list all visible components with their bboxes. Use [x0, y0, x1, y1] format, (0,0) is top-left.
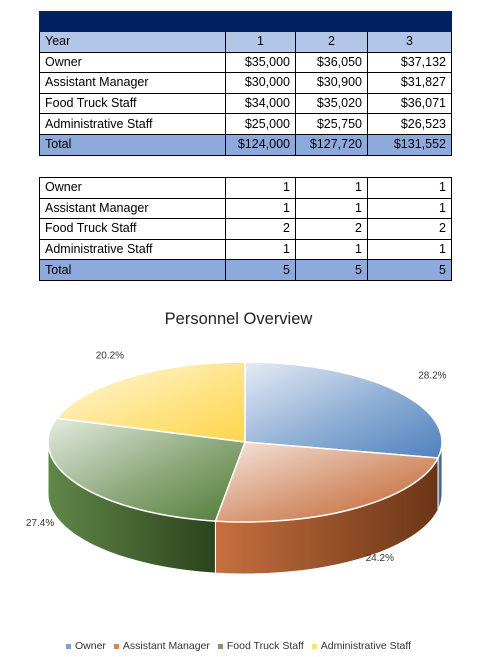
- table-cell: 1: [295, 177, 368, 199]
- table-title-band: [39, 11, 452, 32]
- legend-label: Owner: [74, 640, 106, 652]
- table-cell: $131,552: [367, 133, 452, 156]
- table-cell: $36,050: [295, 51, 368, 74]
- table-row: Administrative Staff 1 1 1: [39, 238, 452, 261]
- header-cell: Year: [39, 31, 226, 53]
- table-cell: 1: [225, 177, 296, 199]
- pie-slice-food-truck-staff: [47, 417, 247, 522]
- row-label: Administrative Staff: [39, 113, 226, 135]
- table-cell: $35,020: [295, 92, 368, 115]
- table-row: Assistant Manager $30,000 $30,900 $31,82…: [39, 72, 452, 94]
- table-row: Food Truck Staff $34,000 $35,020 $36,071: [39, 92, 452, 115]
- legend-swatch: [113, 643, 119, 649]
- data-label-administrative-staff: 20.2%: [96, 350, 124, 361]
- header-cell: 2: [295, 31, 368, 53]
- table-cell: $25,750: [295, 113, 368, 135]
- table-cell: $124,000: [225, 133, 296, 156]
- table-row: Owner $35,000 $36,050 $37,132: [39, 51, 452, 74]
- table-cell: 1: [295, 238, 368, 261]
- legend-item-owner: Owner: [65, 640, 106, 652]
- row-label: Administrative Staff: [39, 238, 226, 261]
- chart-title: Personnel Overview: [164, 310, 313, 328]
- table-cell: 5: [295, 259, 368, 281]
- row-label: Total: [39, 133, 226, 156]
- table-cell: $35,000: [225, 51, 296, 74]
- data-label-food-truck-staff: 27.4%: [26, 518, 54, 529]
- total-row: Total 5 5 5: [39, 259, 452, 281]
- table-row: Food Truck Staff 2 2 2: [39, 218, 452, 240]
- legend-label: Assistant Manager: [122, 640, 210, 652]
- table-cell: $34,000: [225, 92, 296, 115]
- table-cell: 5: [367, 259, 452, 281]
- header-cell: 1: [225, 31, 296, 53]
- row-label: Owner: [39, 177, 226, 199]
- header-cell: 3: [367, 31, 452, 53]
- table-cell: 1: [225, 238, 296, 261]
- row-label: Food Truck Staff: [39, 218, 226, 240]
- pie-slice-administrative-staff: [55, 361, 246, 443]
- table-cell: 1: [367, 177, 452, 199]
- legend-item-food-truck-staff: Food Truck Staff: [217, 640, 304, 652]
- chart-legend: Owner Assistant Manager Food Truck Staff Ad…: [0, 640, 477, 652]
- table-cell: $31,827: [367, 72, 452, 94]
- table-cell: $127,720: [295, 133, 368, 156]
- table-header-row: Year 1 2 3: [39, 31, 452, 53]
- legend-swatch: [65, 643, 71, 649]
- table-cell: 5: [225, 259, 296, 281]
- row-label: Assistant Manager: [39, 197, 226, 220]
- table-cell: 1: [225, 197, 296, 220]
- data-label-assistant-manager: 24.2%: [366, 553, 394, 564]
- legend-swatch: [217, 643, 223, 649]
- table-row: Administrative Staff $25,000 $25,750 $26…: [39, 113, 452, 135]
- headcount-table: Owner 1 1 1 Assistant Manager 1 1 1 Food…: [39, 177, 452, 281]
- table-row: Assistant Manager 1 1 1: [39, 197, 452, 220]
- row-label: Assistant Manager: [39, 72, 226, 94]
- legend-label: Food Truck Staff: [226, 640, 304, 652]
- table-cell: 1: [367, 238, 452, 261]
- pie-chart: 28.2% 24.2% 27.4% 20.2%: [26, 350, 447, 575]
- table-cell: $30,900: [295, 72, 368, 94]
- salary-table: Year 1 2 3 Owner $35,000 $36,050 $37,132…: [39, 11, 452, 156]
- table-cell: 2: [225, 218, 296, 240]
- legend-item-administrative-staff: Administrative Staff: [311, 640, 411, 652]
- pie-slice-owner: [244, 361, 443, 459]
- row-label: Total: [39, 259, 226, 281]
- data-label-owner: 28.2%: [418, 371, 446, 382]
- table-cell: $26,523: [367, 113, 452, 135]
- row-label: Owner: [39, 51, 226, 74]
- table-cell: $36,071: [367, 92, 452, 115]
- table-row: Owner 1 1 1: [39, 177, 452, 199]
- legend-item-assistant-manager: Assistant Manager: [113, 640, 210, 652]
- table-cell: 1: [367, 197, 452, 220]
- table-cell: 2: [367, 218, 452, 240]
- legend-swatch: [311, 643, 317, 649]
- legend-label: Administrative Staff: [320, 640, 411, 652]
- table-cell: 1: [295, 197, 368, 220]
- total-row: Total $124,000 $127,720 $131,552: [39, 133, 452, 156]
- table-cell: $30,000: [225, 72, 296, 94]
- pie-slice-assistant-manager: [214, 441, 440, 523]
- row-label: Food Truck Staff: [39, 92, 226, 115]
- table-cell: $25,000: [225, 113, 296, 135]
- table-cell: 2: [295, 218, 368, 240]
- table-cell: $37,132: [367, 51, 452, 74]
